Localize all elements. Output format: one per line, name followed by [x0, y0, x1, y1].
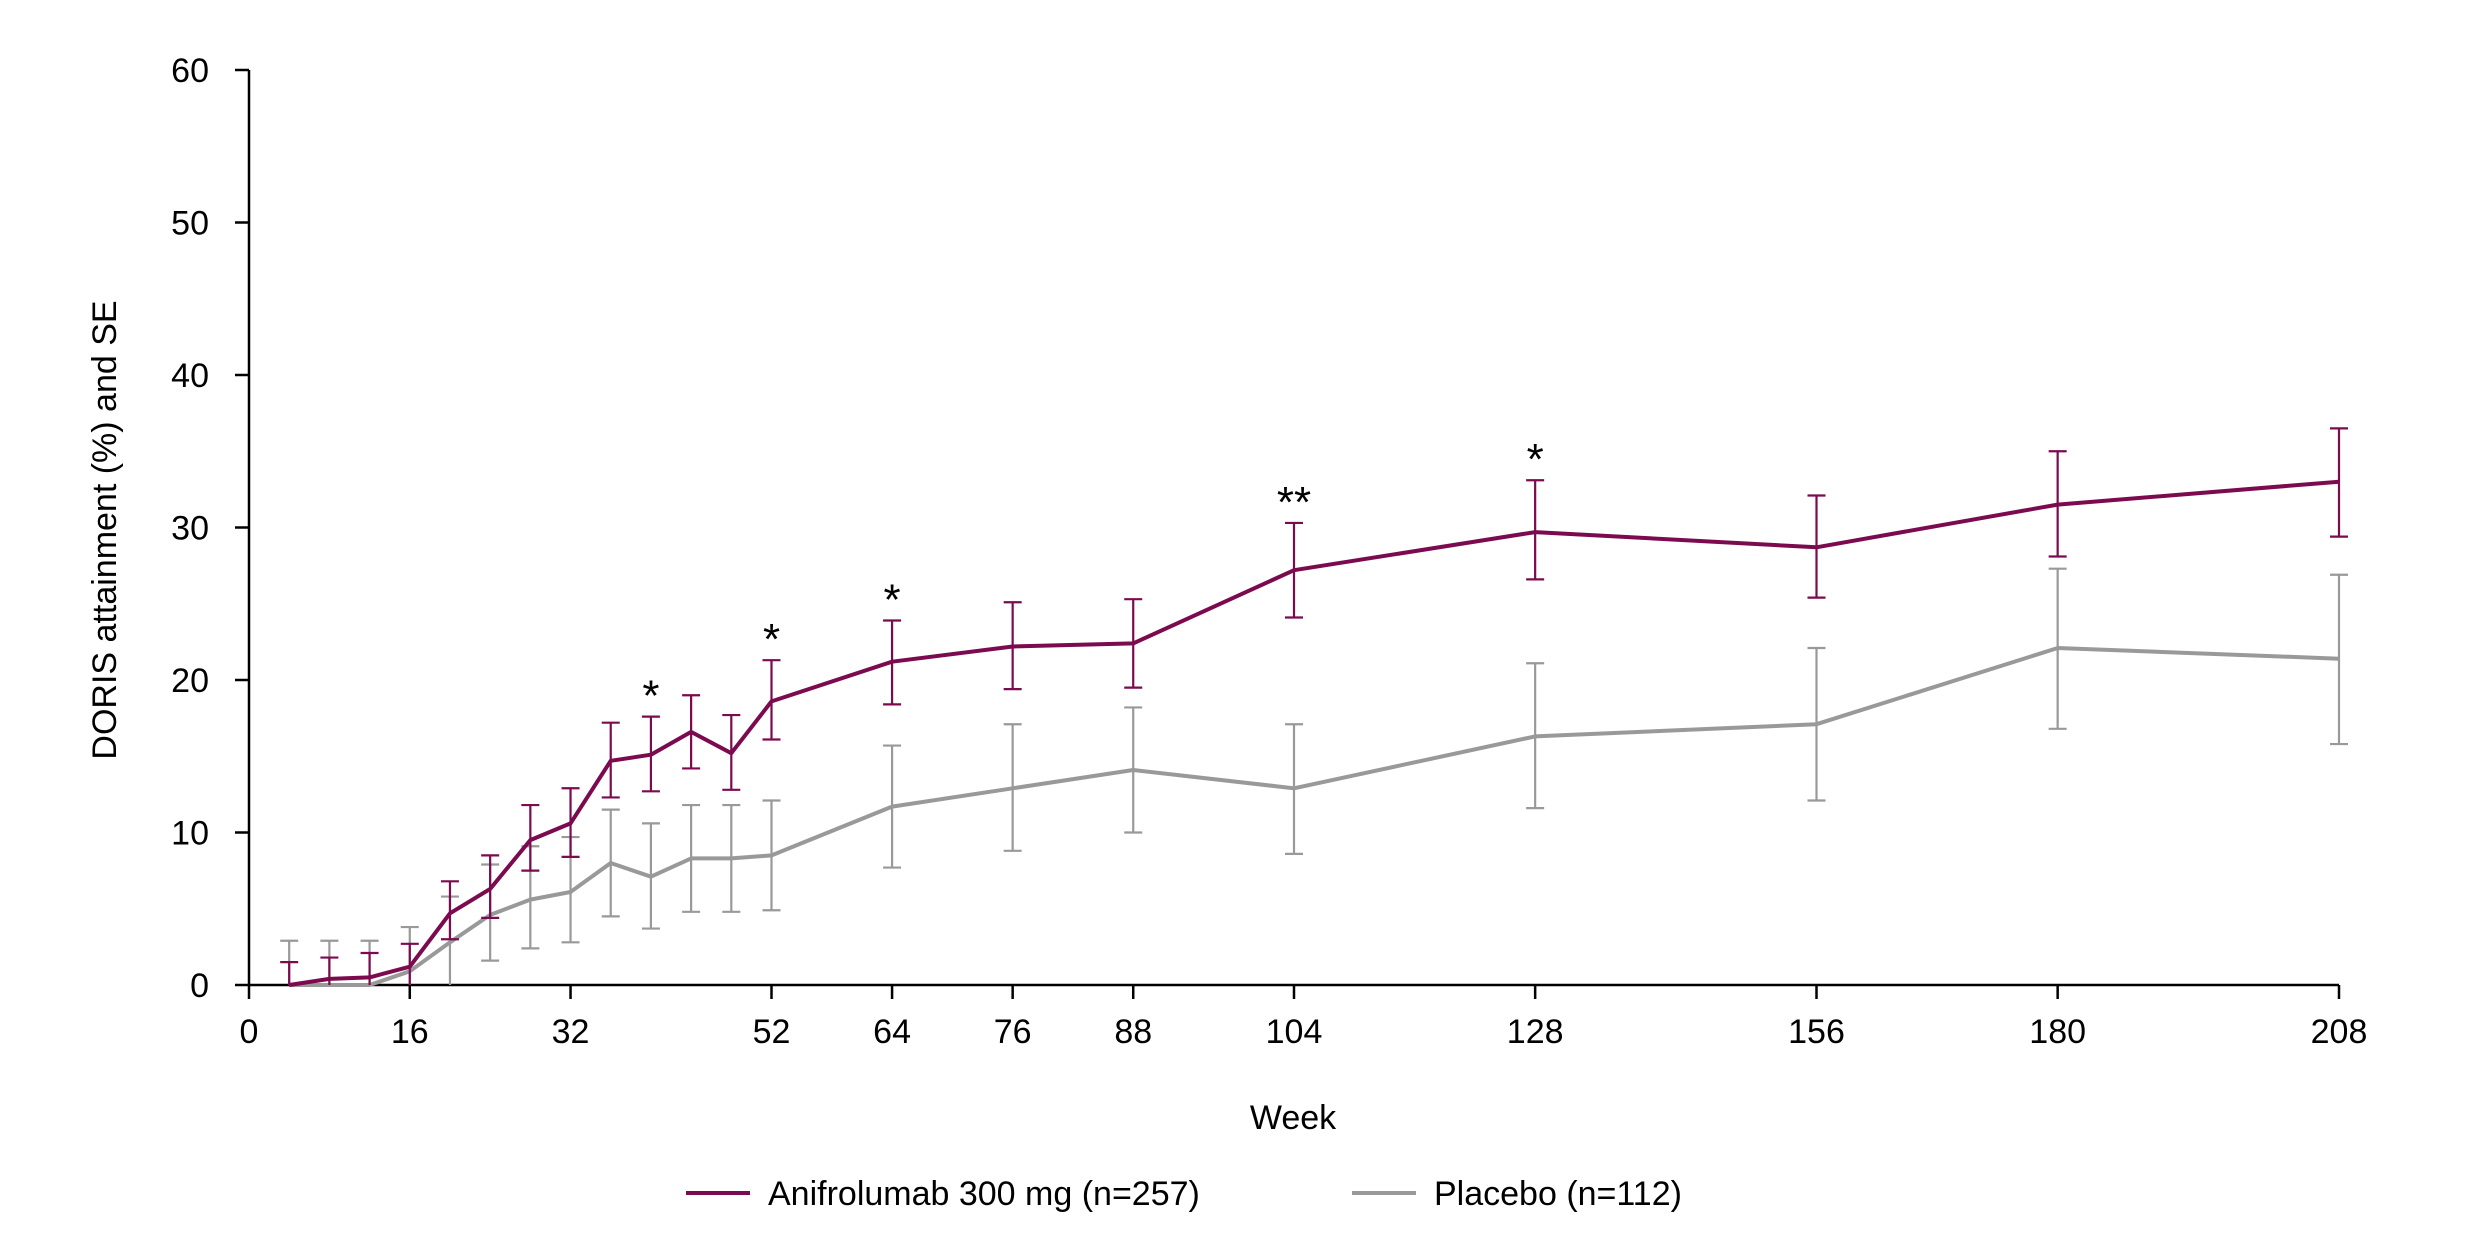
x-tick-label: 32: [552, 1013, 590, 1051]
x-tick-label: 52: [753, 1013, 791, 1051]
y-tick-label: 20: [171, 662, 209, 700]
x-tick-label: 16: [391, 1013, 429, 1051]
y-tick-label: 40: [171, 357, 209, 395]
y-axis-title: DORIS attainment (%) and SE: [86, 300, 124, 759]
significance-marker: *: [763, 615, 780, 664]
series-line-placebo: [289, 646, 2340, 987]
x-tick-label: 76: [994, 1013, 1032, 1051]
x-tick-label: 208: [2311, 1013, 2368, 1051]
x-tick-label: 180: [2029, 1013, 2086, 1051]
x-tick-label: 104: [1266, 1013, 1323, 1051]
axes: 0 10 20 30 40 50 60 0 16 32 52 64 76 88 104 128 156 180 20…: [171, 52, 2367, 1051]
series-anifrolumab: [280, 427, 2348, 987]
series-placebo: [280, 567, 2348, 987]
y-tick-label: 0: [190, 967, 209, 1005]
y-tick-label: 50: [171, 205, 209, 243]
legend-label-placebo: Placebo (n=112): [1434, 1175, 1682, 1213]
legend-label-anifrolumab: Anifrolumab 300 mg (n=257): [768, 1175, 1200, 1213]
y-tick-label: 30: [171, 510, 209, 548]
x-tick-label: 64: [873, 1013, 911, 1051]
y-tick-label: 10: [171, 815, 209, 853]
legend: Anifrolumab 300 mg (n=257) Placebo (n=11…: [686, 1175, 1682, 1213]
x-tick-label: 156: [1788, 1013, 1845, 1051]
series-layer: [280, 427, 2348, 987]
x-tick-label: 128: [1507, 1013, 1564, 1051]
significance-marker: *: [642, 672, 659, 721]
x-tick-label: 88: [1114, 1013, 1152, 1051]
y-tick-label: 60: [171, 52, 209, 90]
x-axis-title: Week: [1250, 1099, 1337, 1137]
series-line-anifrolumab: [288, 479, 2340, 987]
significance-annotations: ******: [642, 435, 1543, 720]
significance-marker: *: [1527, 435, 1544, 484]
significance-marker: *: [884, 576, 901, 625]
significance-marker: **: [1277, 478, 1311, 527]
x-tick-label: 0: [240, 1013, 259, 1051]
